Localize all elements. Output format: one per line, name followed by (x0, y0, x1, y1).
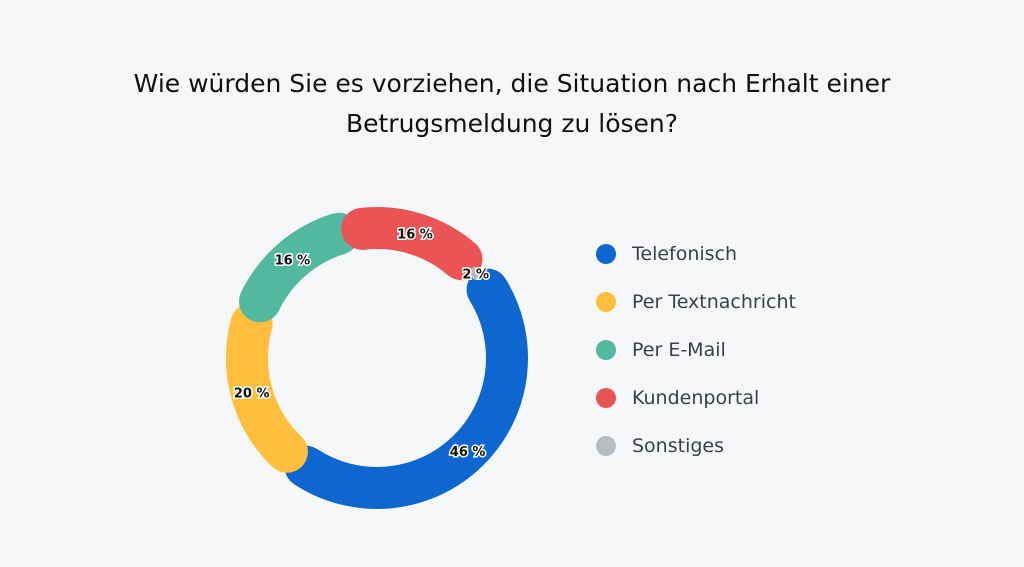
chart-title-line-1: Wie würden Sie es vorziehen, die Situati… (133, 69, 891, 98)
slice-label-per-textnachricht: 20 % (234, 387, 270, 402)
legend-swatch-telefonisch (596, 244, 616, 264)
chart-title: Wie würden Sie es vorziehen, die Situati… (62, 64, 962, 144)
donut-slice-sonstiges (469, 266, 483, 280)
legend-swatch-per-e-mail (596, 340, 616, 360)
chart-legend: Telefonisch Per Textnachricht Per E-Mail… (596, 230, 796, 470)
legend-swatch-per-textnachricht (596, 292, 616, 312)
donut-slice-telefonisch (284, 268, 528, 509)
slice-label-telefonisch: 46 % (450, 445, 486, 460)
donut-slice-per-e-mail (239, 212, 360, 323)
legend-swatch-kundenportal (596, 388, 616, 408)
donut-slice-kundenportal (341, 207, 483, 281)
legend-swatch-sonstiges (596, 436, 616, 456)
legend-label-per-e-mail: Per E-Mail (632, 339, 726, 361)
chart-title-line-2: Betrugsmeldung zu lösen? (345, 109, 679, 138)
legend-item-telefonisch: Telefonisch (596, 230, 796, 278)
slice-label-kundenportal: 16 % (397, 228, 433, 243)
legend-item-per-e-mail: Per E-Mail (596, 326, 796, 374)
slice-label-per-e-mail: 16 % (275, 253, 311, 268)
legend-label-sonstiges: Sonstiges (632, 435, 725, 457)
legend-label-per-textnachricht: Per Textnachricht (632, 291, 796, 313)
legend-label-telefonisch: Telefonisch (632, 243, 738, 265)
legend-label-kundenportal: Kundenportal (632, 387, 760, 409)
legend-item-kundenportal: Kundenportal (596, 374, 796, 422)
legend-item-sonstiges: Sonstiges (596, 422, 796, 470)
legend-item-per-textnachricht: Per Textnachricht (596, 278, 796, 326)
donut-slice-per-textnachricht (226, 302, 308, 473)
slice-label-sonstiges: 2 % (462, 267, 489, 282)
